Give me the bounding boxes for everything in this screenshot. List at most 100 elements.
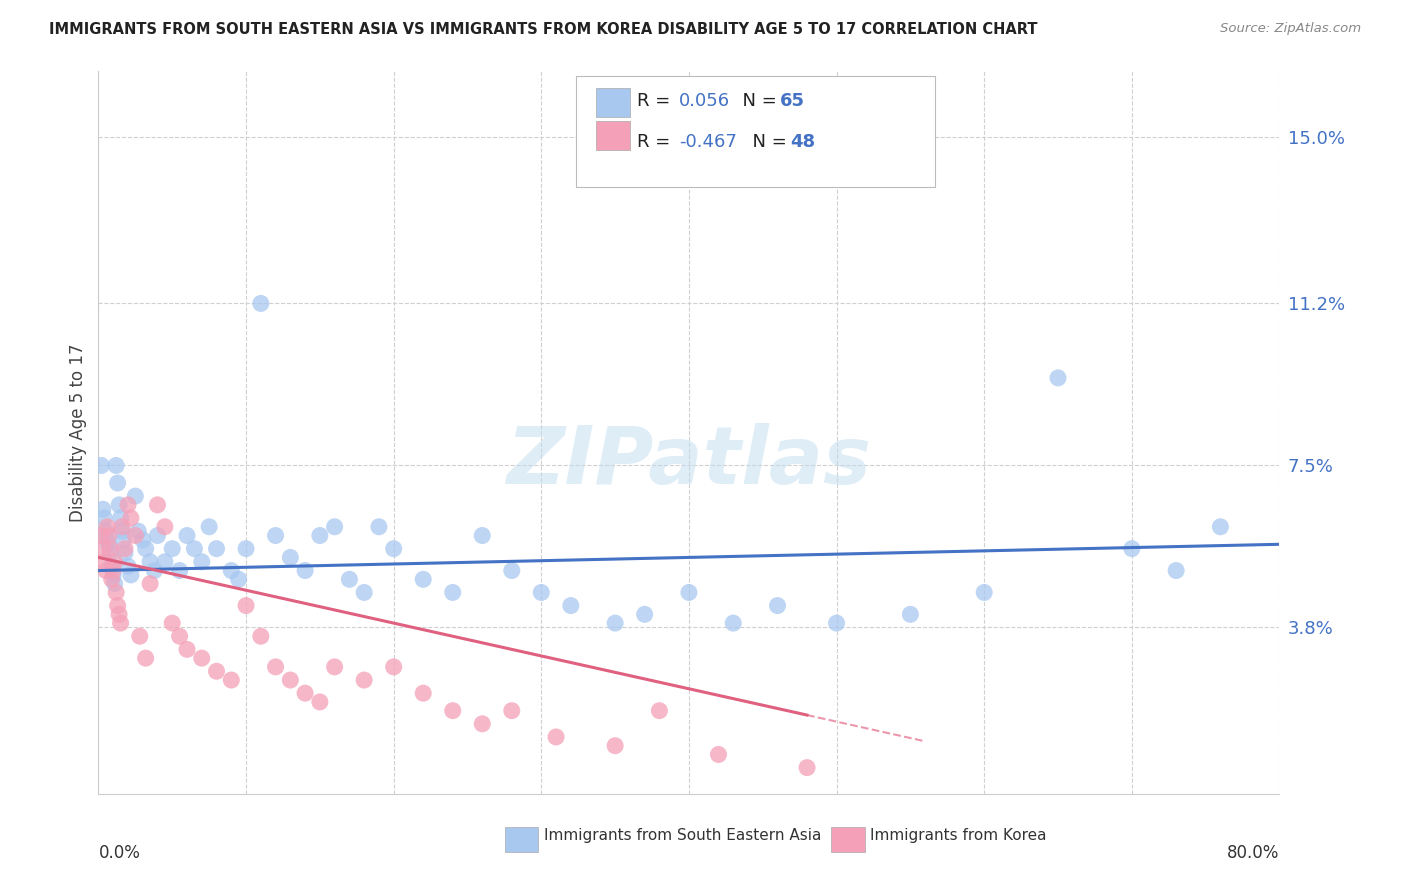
Point — [120, 568, 142, 582]
Point — [176, 642, 198, 657]
Point — [501, 704, 523, 718]
Point — [501, 564, 523, 578]
Text: -0.467: -0.467 — [679, 133, 737, 151]
Point — [104, 555, 127, 569]
Point — [108, 607, 131, 622]
Point — [250, 296, 273, 310]
Point — [96, 520, 118, 534]
Point — [97, 537, 120, 551]
Point — [264, 660, 287, 674]
Point — [678, 585, 700, 599]
Point — [412, 686, 434, 700]
Point — [235, 541, 257, 556]
Point — [117, 498, 139, 512]
Point — [105, 585, 128, 599]
Point — [471, 528, 494, 542]
Point — [1166, 564, 1188, 578]
Point — [707, 747, 730, 762]
Point — [162, 616, 183, 631]
Point — [139, 555, 162, 569]
Point — [560, 599, 582, 613]
Point — [127, 524, 149, 538]
Point — [221, 564, 243, 578]
Point — [412, 572, 434, 586]
Text: Source: ZipAtlas.com: Source: ZipAtlas.com — [1220, 22, 1361, 36]
Point — [766, 599, 789, 613]
Point — [139, 576, 162, 591]
Point — [353, 673, 375, 687]
Point — [183, 541, 205, 556]
Point — [162, 541, 183, 556]
Point — [1209, 520, 1232, 534]
Point — [100, 559, 122, 574]
Point — [228, 572, 250, 586]
Point — [973, 585, 995, 599]
Point — [280, 673, 302, 687]
Text: 0.0%: 0.0% — [98, 845, 141, 863]
Point — [441, 704, 464, 718]
Point — [294, 686, 316, 700]
Point — [605, 616, 627, 631]
Point — [205, 541, 228, 556]
Point — [97, 528, 120, 542]
Point — [107, 475, 129, 490]
Point — [91, 541, 114, 556]
Point — [723, 616, 745, 631]
Point — [146, 528, 169, 542]
Point — [294, 564, 316, 578]
Text: 65: 65 — [780, 92, 806, 110]
Point — [546, 730, 568, 744]
Point — [205, 665, 228, 679]
Point — [309, 695, 332, 709]
Point — [264, 528, 287, 542]
Point — [111, 524, 134, 538]
Text: N =: N = — [731, 92, 783, 110]
Point — [114, 541, 136, 556]
Text: Immigrants from Korea: Immigrants from Korea — [870, 828, 1047, 843]
Point — [90, 528, 112, 542]
Point — [117, 559, 139, 574]
Point — [471, 716, 494, 731]
Point — [382, 541, 405, 556]
Point — [128, 629, 150, 643]
Point — [143, 564, 166, 578]
Point — [648, 704, 671, 718]
Point — [103, 568, 125, 582]
Point — [153, 520, 176, 534]
Text: N =: N = — [741, 133, 793, 151]
Point — [90, 458, 112, 473]
Point — [96, 533, 118, 547]
Point — [368, 520, 391, 534]
Point — [323, 520, 346, 534]
Point — [169, 629, 191, 643]
Point — [104, 576, 127, 591]
Point — [110, 616, 132, 631]
Point — [198, 520, 221, 534]
Point — [135, 541, 157, 556]
Text: 80.0%: 80.0% — [1227, 845, 1279, 863]
Point — [98, 541, 121, 556]
Text: 0.056: 0.056 — [679, 92, 730, 110]
Point — [169, 564, 191, 578]
Point — [100, 572, 122, 586]
Point — [103, 564, 125, 578]
Point — [153, 555, 176, 569]
Point — [105, 458, 128, 473]
Point — [111, 520, 134, 534]
Point — [1121, 541, 1143, 556]
Point — [94, 524, 117, 538]
Text: ZIPatlas: ZIPatlas — [506, 423, 872, 500]
Point — [900, 607, 922, 622]
Point — [146, 498, 169, 512]
Point — [107, 599, 129, 613]
Point — [353, 585, 375, 599]
Point — [280, 550, 302, 565]
Point — [108, 498, 131, 512]
Text: 48: 48 — [790, 133, 815, 151]
Point — [339, 572, 361, 586]
Point — [634, 607, 657, 622]
Text: R =: R = — [637, 133, 676, 151]
Point — [382, 660, 405, 674]
Point — [120, 511, 142, 525]
Point — [1046, 371, 1070, 385]
